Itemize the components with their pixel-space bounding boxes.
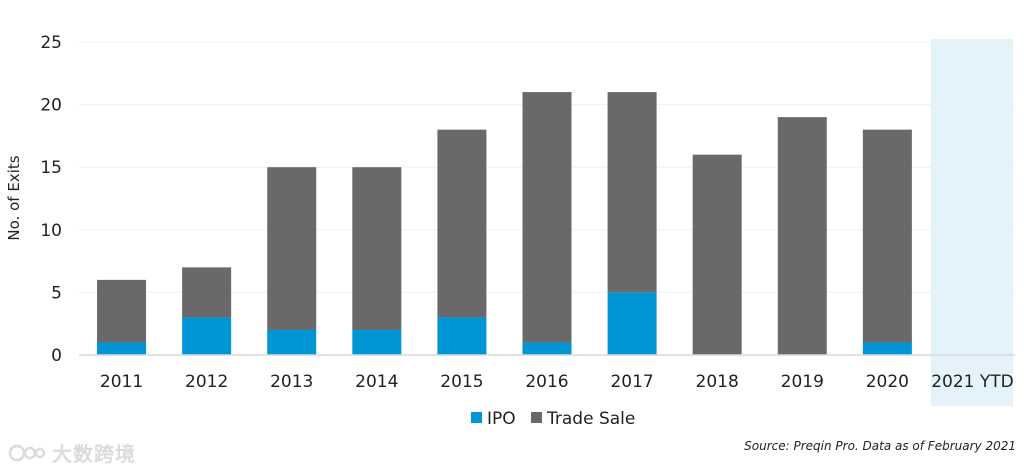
y-tick-label-20: 20 xyxy=(40,96,62,116)
bar-ipo-2011 xyxy=(97,342,147,355)
y-tick-label-0: 0 xyxy=(51,346,62,366)
bar-trade-sale-2015 xyxy=(437,129,487,318)
x-tick-label-2018: 2018 xyxy=(696,372,739,392)
watermark-logo-icon xyxy=(8,444,46,461)
bar-trade-sale-2020 xyxy=(862,129,912,343)
bar-ipo-2017 xyxy=(607,292,657,355)
y-tick-label-25: 25 xyxy=(40,33,62,53)
y-tick-label-15: 15 xyxy=(40,158,62,178)
x-tick-label-2020: 2020 xyxy=(866,372,909,392)
legend-swatch-ipo xyxy=(471,412,482,423)
bar-trade-sale-2014 xyxy=(352,167,402,330)
legend-label-ipo: IPO xyxy=(487,409,516,429)
bar-trade-sale-2013 xyxy=(267,167,317,330)
bar-ipo-2012 xyxy=(182,317,232,355)
x-tick-label-2019: 2019 xyxy=(781,372,824,392)
x-tick-label-2015: 2015 xyxy=(440,372,483,392)
bar-trade-sale-2019 xyxy=(777,117,827,356)
bar-ipo-2014 xyxy=(352,329,402,355)
y-tick-label-10: 10 xyxy=(40,221,62,241)
x-tick-label-2016: 2016 xyxy=(525,372,568,392)
source-note: Source: Preqin Pro. Data as of February … xyxy=(744,439,1016,453)
watermark-text: 大数跨境 xyxy=(52,442,136,466)
y-axis-title: No. of Exits xyxy=(5,155,23,240)
x-tick-label-2011: 2011 xyxy=(100,372,143,392)
watermark: 大数跨境 xyxy=(8,438,136,467)
bar-trade-sale-2011 xyxy=(97,279,147,343)
x-tick-label-2021-YTD: 2021 YTD xyxy=(931,372,1014,392)
legend-swatch-trade-sale xyxy=(531,412,542,423)
x-tick-label-2014: 2014 xyxy=(355,372,398,392)
bar-trade-sale-2016 xyxy=(522,92,572,343)
bar-ipo-2020 xyxy=(862,342,912,355)
x-tick-label-2013: 2013 xyxy=(270,372,313,392)
bar-ipo-2015 xyxy=(437,317,487,355)
x-tick-label-2012: 2012 xyxy=(185,372,228,392)
bar-trade-sale-2018 xyxy=(692,154,742,355)
legend-label-trade-sale: Trade Sale xyxy=(546,409,635,429)
highlight-band-ytd xyxy=(930,39,1013,406)
x-tick-label-2017: 2017 xyxy=(610,372,653,392)
bar-ipo-2016 xyxy=(522,342,572,355)
bar-trade-sale-2017 xyxy=(607,92,657,293)
y-tick-label-5: 5 xyxy=(51,283,62,303)
bar-trade-sale-2012 xyxy=(182,267,232,318)
bar-ipo-2013 xyxy=(267,329,317,355)
legend: IPO Trade Sale xyxy=(471,409,635,429)
